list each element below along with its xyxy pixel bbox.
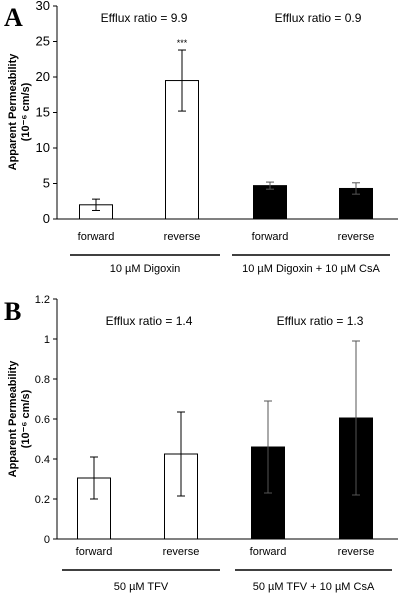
y-tick-label: 0.2 xyxy=(35,494,50,506)
y-tick-label: 1.2 xyxy=(35,294,50,306)
bar xyxy=(253,185,287,220)
category-label: forward xyxy=(78,231,115,243)
category-label: reverse xyxy=(338,231,375,243)
y-axis-title: Apparent Permeability(10⁻⁶ cm/s) xyxy=(7,360,32,478)
group-label: 50 µM TFV xyxy=(114,581,169,593)
group-label: 10 µM Digoxin + 10 µM CsA xyxy=(242,263,380,275)
panel-b: B Apparent Permeability(10⁻⁶ cm/s) 0 0.2 0.4… xyxy=(4,294,398,593)
y-tick-label: 5 xyxy=(43,176,50,191)
category-label: reverse xyxy=(164,231,201,243)
y-tick-label: 30 xyxy=(36,0,50,13)
y-tick-label: 0.6 xyxy=(35,414,50,426)
y-tick-label: 0.4 xyxy=(35,454,50,466)
category-label: reverse xyxy=(338,546,375,558)
group-label: 10 µM Digoxin xyxy=(110,263,181,275)
panel-letter: B xyxy=(4,297,21,326)
efflux-ratio-label: Efflux ratio = 9.9 xyxy=(101,11,188,25)
y-axis-title: Apparent Permeability(10⁻⁶ cm/s) xyxy=(7,53,32,171)
group-label: 50 µM TFV + 10 µM CsA xyxy=(253,581,375,593)
y-tick-label: 0 xyxy=(44,534,50,546)
category-label: forward xyxy=(252,231,289,243)
significance-annotation: *** xyxy=(177,38,188,48)
category-label: reverse xyxy=(163,546,200,558)
efflux-ratio-label: Efflux ratio = 1.4 xyxy=(106,314,193,328)
panel-letter: A xyxy=(4,3,23,32)
efflux-ratio-label: Efflux ratio = 1.3 xyxy=(277,314,364,328)
panel-a: A Apparent Permeability(10⁻⁶ cm/s) 0 5 10 15 2… xyxy=(4,0,398,275)
y-axis-title-line: Apparent Permeability xyxy=(7,53,19,171)
y-axis-title-line: (10⁻⁶ cm/s) xyxy=(20,82,32,141)
y-axis-title-line: (10⁻⁶ cm/s) xyxy=(20,389,32,448)
y-tick-label: 10 xyxy=(36,140,50,155)
y-tick-label: 1 xyxy=(44,334,50,346)
y-axis-title-line: Apparent Permeability xyxy=(7,360,19,478)
y-tick-label: 0.8 xyxy=(35,374,50,386)
category-label: forward xyxy=(250,546,287,558)
y-tick-label: 25 xyxy=(36,34,50,49)
y-tick-label: 0 xyxy=(43,211,50,226)
y-tick-label: 15 xyxy=(36,105,50,120)
efflux-ratio-label: Efflux ratio = 0.9 xyxy=(275,11,362,25)
y-tick-label: 20 xyxy=(36,69,50,84)
category-label: forward xyxy=(76,546,113,558)
